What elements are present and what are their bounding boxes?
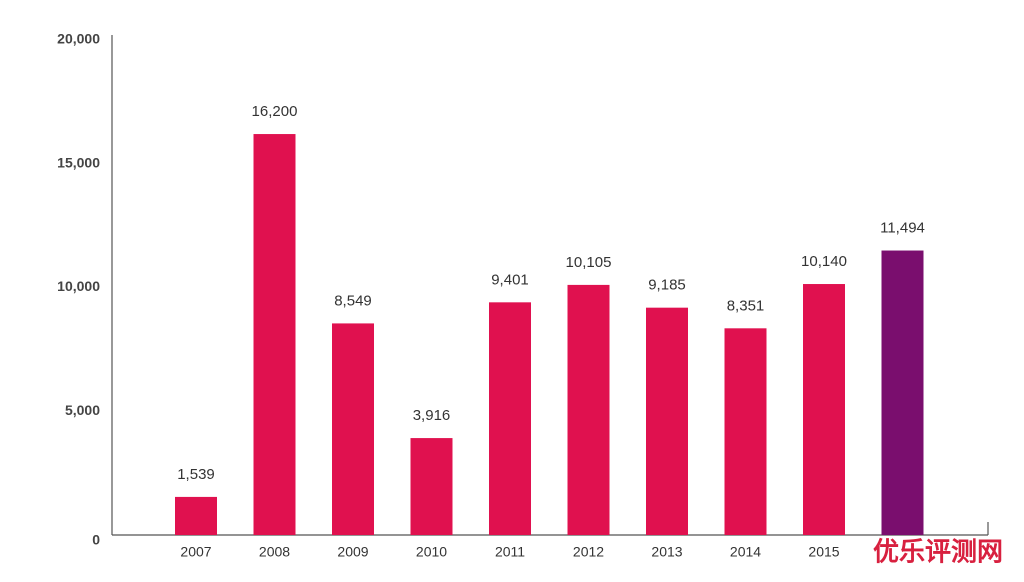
x-tick-label: 2014 bbox=[730, 544, 761, 560]
bar bbox=[175, 496, 217, 535]
value-label: 11,494 bbox=[880, 219, 925, 236]
x-tick-label: 2010 bbox=[416, 544, 447, 560]
y-tick-label: 20,000 bbox=[57, 31, 100, 47]
value-label: 8,351 bbox=[727, 297, 765, 314]
x-tick-label: 2009 bbox=[337, 544, 368, 560]
y-tick-label: 5,000 bbox=[65, 402, 100, 418]
value-label: 10,105 bbox=[566, 254, 612, 271]
bar bbox=[803, 284, 845, 535]
bar bbox=[253, 134, 296, 536]
value-label: 9,401 bbox=[491, 271, 529, 288]
bar bbox=[410, 438, 453, 535]
y-tick-label: 15,000 bbox=[57, 154, 100, 170]
y-tick-label: 10,000 bbox=[57, 278, 100, 294]
x-tick-label: 2012 bbox=[573, 544, 604, 560]
value-label: 9,185 bbox=[648, 277, 686, 294]
bar bbox=[567, 284, 610, 535]
value-label: 1,539 bbox=[177, 466, 215, 483]
x-tick-label: 2015 bbox=[808, 544, 839, 560]
x-tick-label: 2008 bbox=[259, 544, 290, 560]
bar bbox=[332, 323, 374, 535]
y-tick-label: 0 bbox=[92, 532, 100, 548]
x-tick-label: 2013 bbox=[651, 544, 682, 560]
bar bbox=[489, 302, 531, 535]
bar bbox=[881, 250, 924, 535]
bar bbox=[724, 328, 767, 535]
watermark: 优乐评测网 bbox=[873, 538, 1003, 568]
x-tick-label: 2007 bbox=[180, 544, 211, 560]
value-label: 8,549 bbox=[334, 292, 372, 309]
value-label: 3,916 bbox=[413, 407, 451, 424]
bar bbox=[646, 307, 688, 535]
value-label: 16,200 bbox=[252, 103, 298, 120]
value-label: 10,140 bbox=[801, 253, 847, 270]
x-tick-label: 2011 bbox=[495, 544, 525, 560]
